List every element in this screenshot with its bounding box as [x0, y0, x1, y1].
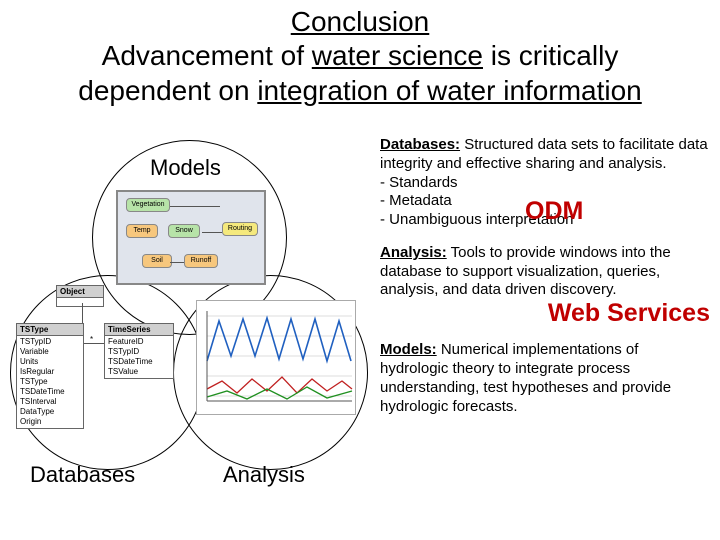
- db-field: TSDateTime: [20, 387, 80, 397]
- models-box: Vegetation: [126, 198, 170, 212]
- title-block: Conclusion Advancement of water science …: [0, 0, 720, 108]
- para-models: Models: Numerical implementations of hyd…: [380, 341, 710, 416]
- models-box: Routing: [222, 222, 258, 236]
- db-field: FeatureID: [108, 337, 170, 347]
- lead-analysis: Analysis:: [380, 244, 447, 261]
- db-left-title: TSType: [17, 324, 83, 336]
- venn-label-databases: Databases: [30, 462, 135, 488]
- db-left-body: TSTypID Variable Units IsRegular TSType …: [17, 336, 83, 428]
- title-line2-pre: Advancement of: [102, 40, 312, 71]
- title-line2: Advancement of water science is critical…: [20, 38, 700, 73]
- db-right-title: TimeSeries: [105, 324, 173, 336]
- models-box: Snow: [168, 224, 200, 238]
- thumb-databases: Object TSType TSTypID Variable Units IsR…: [16, 285, 176, 440]
- title-line2-underline: water science: [312, 40, 483, 71]
- db-right-body: FeatureID TSTypID TSDateTime TSValue: [105, 336, 173, 378]
- venn-diagram: Models Databases Analysis Vegetation Tem…: [10, 140, 370, 510]
- title-line2-post: is critically: [483, 40, 618, 71]
- venn-label-models: Models: [150, 155, 221, 181]
- db-field: Variable: [20, 347, 80, 357]
- venn-label-analysis: Analysis: [223, 462, 305, 488]
- para-databases: Databases: Structured data sets to facil…: [380, 136, 710, 230]
- db-field: TSValue: [108, 367, 170, 377]
- callout-webservices: Web Services: [380, 298, 710, 329]
- db-field: TSInterval: [20, 397, 80, 407]
- db-field: TSTypID: [20, 337, 80, 347]
- lead-models: Models:: [380, 341, 437, 358]
- models-box: Runoff: [184, 254, 218, 268]
- db-field: TSDateTime: [108, 357, 170, 367]
- models-box: Temp: [126, 224, 158, 238]
- title-line3: dependent on integration of water inform…: [20, 73, 700, 108]
- db-field: Origin: [20, 417, 80, 427]
- db-field: Units: [20, 357, 80, 367]
- title-line3-underline: integration of water information: [257, 75, 641, 106]
- db-field: IsRegular: [20, 367, 80, 377]
- db-multiplicity: *: [90, 335, 93, 344]
- db-object-title: Object: [57, 286, 103, 298]
- lead-databases: Databases:: [380, 136, 460, 153]
- callout-odm: ODM: [525, 196, 583, 227]
- thumb-analysis: [196, 300, 356, 415]
- models-box: Soil: [142, 254, 172, 268]
- title-conclusion: Conclusion: [20, 6, 700, 38]
- right-column: Databases: Structured data sets to facil…: [380, 136, 710, 416]
- db-field: TSType: [20, 377, 80, 387]
- analysis-chart-icon: [197, 301, 357, 416]
- title-line3-pre: dependent on: [78, 75, 257, 106]
- para-analysis: Analysis: Tools to provide windows into …: [380, 244, 710, 330]
- db-bullet: - Metadata: [380, 192, 452, 209]
- db-field: DataType: [20, 407, 80, 417]
- db-bullet: - Standards: [380, 174, 458, 191]
- thumb-models: Vegetation Temp Snow Routing Soil Runoff: [116, 190, 266, 285]
- db-field: TSTypID: [108, 347, 170, 357]
